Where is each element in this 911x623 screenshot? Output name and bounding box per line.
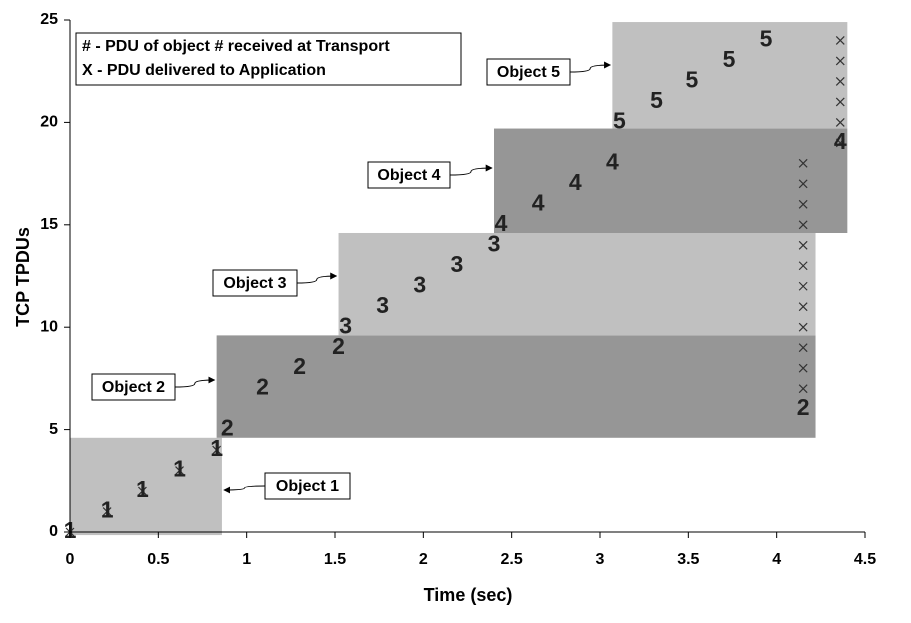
received-marker: 1 — [101, 497, 114, 523]
received-marker: 3 — [376, 292, 389, 318]
object-region — [612, 22, 848, 129]
x-tick-label: 2.5 — [501, 551, 523, 568]
x-tick-label: 3 — [596, 551, 605, 568]
callout-label: Object 1 — [276, 478, 339, 495]
delivered-marker — [798, 322, 808, 332]
y-tick-label: 0 — [49, 523, 58, 540]
callout-label: Object 5 — [497, 64, 560, 81]
received-marker: 5 — [760, 26, 773, 52]
y-tick-label: 5 — [49, 421, 58, 438]
received-marker: 2 — [332, 333, 345, 359]
delivered-marker — [798, 220, 808, 230]
received-marker: 5 — [613, 107, 626, 133]
delivered-marker — [835, 117, 845, 127]
callout-box — [486, 58, 571, 86]
received-marker: 2 — [221, 415, 234, 441]
annotations: Object 1 Object 2 Object 3 Object 4 Object 5… — [75, 32, 612, 500]
delivered-marker — [102, 507, 112, 516]
y-tick-label: 15 — [40, 216, 58, 233]
y-tick-label: 20 — [40, 114, 58, 131]
object-region — [216, 335, 816, 438]
x-tick-label: 2 — [419, 551, 428, 568]
y-tick-label: 25 — [40, 11, 58, 28]
y-tick-label: 10 — [40, 318, 58, 335]
delivered-marker — [835, 97, 845, 107]
received-marker: 1 — [136, 476, 149, 502]
received-marker: 4 — [606, 148, 619, 174]
x-tick-label: 0 — [66, 551, 75, 568]
delivered-marker — [798, 199, 808, 209]
delivered-marker — [835, 56, 845, 66]
received-marker: 5 — [685, 67, 698, 93]
received-marker: 5 — [723, 46, 736, 72]
received-marker: 3 — [339, 312, 352, 338]
callout-box — [367, 161, 451, 189]
delivered-marker — [798, 261, 808, 271]
callout-arrow — [296, 272, 338, 284]
delivered-marker — [835, 36, 845, 45]
x-tick-label: 1.5 — [324, 551, 346, 568]
callout-arrow — [449, 164, 493, 176]
delivered-marker — [798, 384, 808, 394]
x-tick-label: 0.5 — [147, 551, 169, 568]
delivered-marker — [798, 281, 808, 291]
x-tick-label: 4.5 — [854, 551, 876, 568]
received-marker: 2 — [293, 353, 306, 379]
callout-label: Object 2 — [102, 379, 165, 396]
delivered-marker — [798, 302, 808, 312]
callout-label: Object 4 — [377, 167, 440, 184]
received-marker: 2 — [256, 374, 269, 400]
received-marker: 4 — [834, 128, 847, 154]
object-region — [70, 437, 222, 536]
delivered-marker — [835, 138, 845, 148]
regions — [70, 22, 848, 536]
received-marker: 4 — [532, 189, 545, 215]
x-tick-label: 1 — [242, 551, 251, 568]
callout-arrow — [223, 485, 266, 494]
callout-arrow — [174, 376, 216, 388]
received-marker: 1 — [210, 435, 223, 461]
received-marker: 2 — [797, 394, 810, 420]
delivered-marker — [212, 445, 222, 455]
callout-label: Object 3 — [223, 275, 286, 292]
delivered-marker — [798, 363, 808, 373]
delivered-marker — [835, 77, 845, 86]
received-marker: 4 — [495, 210, 508, 236]
delivered-marker — [798, 158, 808, 168]
object-region — [494, 128, 848, 233]
legend-entry: # - PDU of object # received at Transpor… — [82, 38, 390, 55]
received-marker: 3 — [451, 251, 464, 277]
received-marker: 3 — [413, 271, 426, 297]
received-marker: 1 — [173, 456, 186, 482]
legend-entry: X - PDU delivered to Application — [82, 62, 326, 79]
delivered-marker — [798, 343, 808, 353]
received-marker: 5 — [650, 87, 663, 113]
x-axis-label: Time (sec) — [424, 585, 513, 605]
legend-box — [75, 32, 462, 86]
delivered-marker — [798, 240, 808, 250]
received-marker: 3 — [488, 230, 501, 256]
callout-arrow — [569, 61, 612, 73]
delivered-marker — [138, 486, 147, 496]
received-marker: 4 — [569, 169, 582, 195]
delivered-marker — [798, 179, 808, 189]
callout-box — [91, 373, 176, 401]
y-axis-label: TCP TPDUs — [13, 227, 33, 327]
delivered-marker — [175, 466, 184, 475]
object-region — [338, 232, 816, 336]
x-tick-label: 3.5 — [677, 551, 699, 568]
x-tick-label: 4 — [772, 551, 781, 568]
